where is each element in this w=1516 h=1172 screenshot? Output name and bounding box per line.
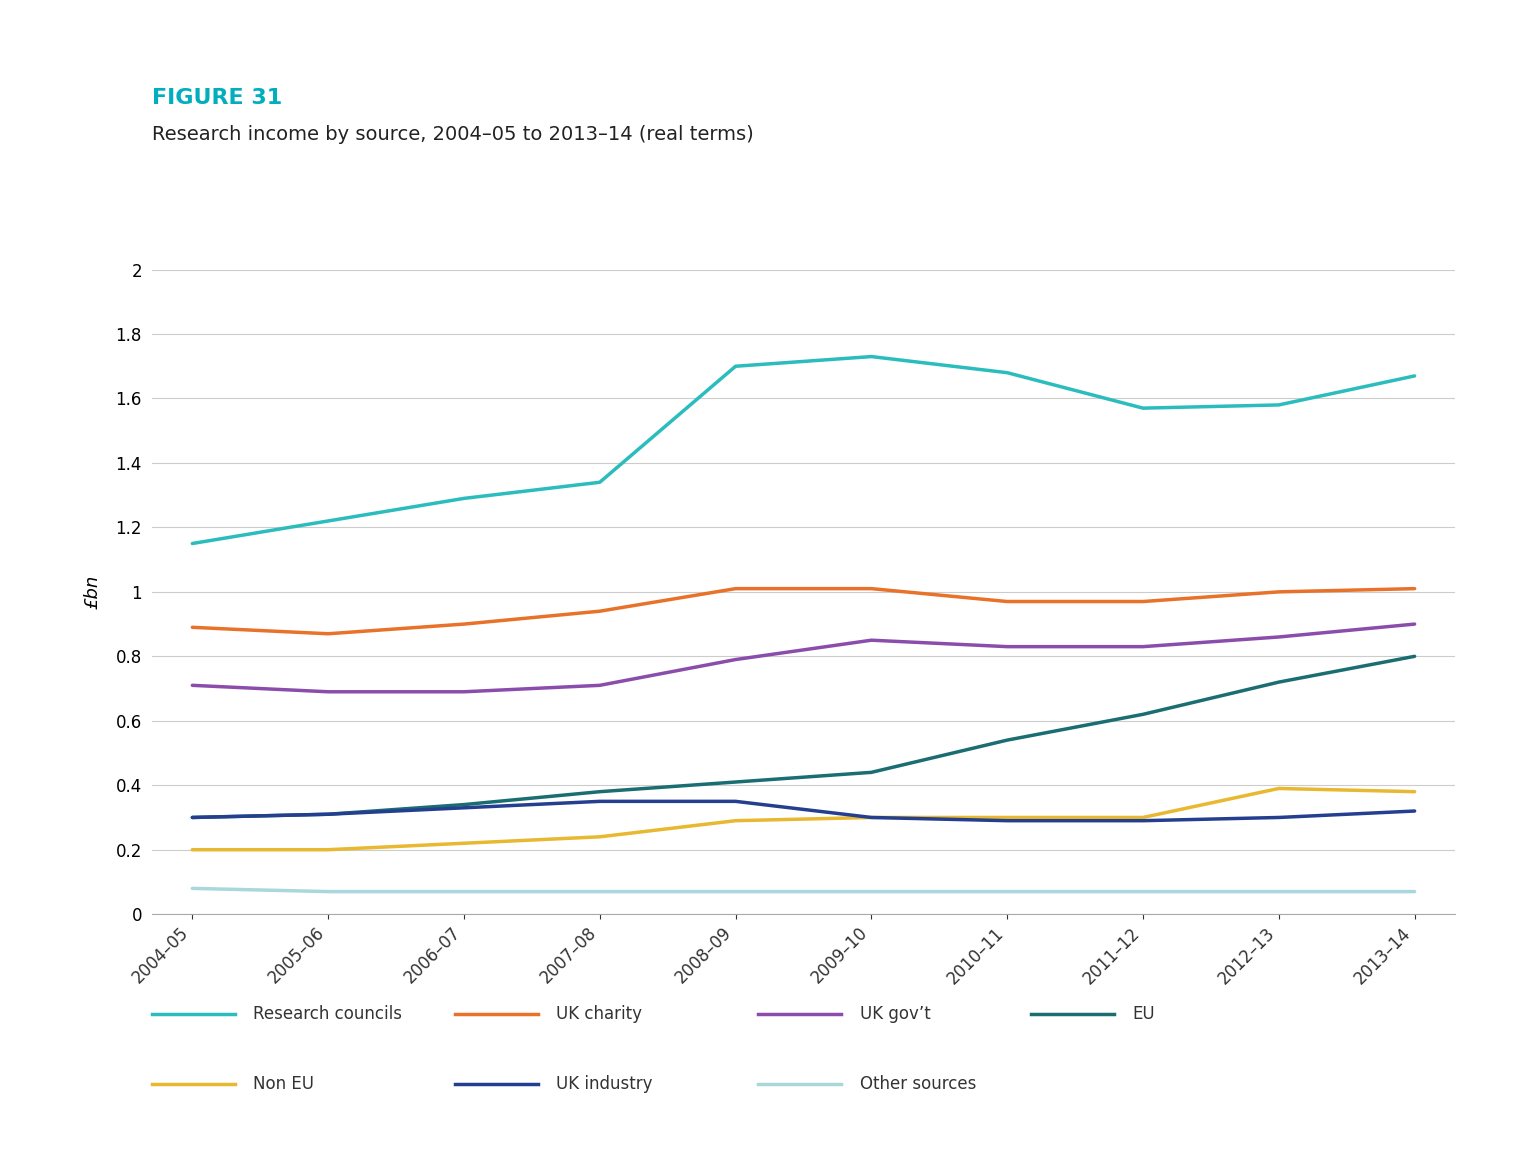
Y-axis label: £bn: £bn xyxy=(83,574,102,609)
Text: FIGURE 31: FIGURE 31 xyxy=(152,88,282,108)
Text: UK industry: UK industry xyxy=(556,1075,653,1093)
Text: UK gov’t: UK gov’t xyxy=(860,1004,931,1023)
Text: Research councils: Research councils xyxy=(253,1004,402,1023)
Text: Research income by source, 2004–05 to 2013–14 (real terms): Research income by source, 2004–05 to 20… xyxy=(152,125,753,144)
Text: Non EU: Non EU xyxy=(253,1075,314,1093)
Text: Other sources: Other sources xyxy=(860,1075,976,1093)
Text: UK charity: UK charity xyxy=(556,1004,643,1023)
Text: EU: EU xyxy=(1132,1004,1155,1023)
